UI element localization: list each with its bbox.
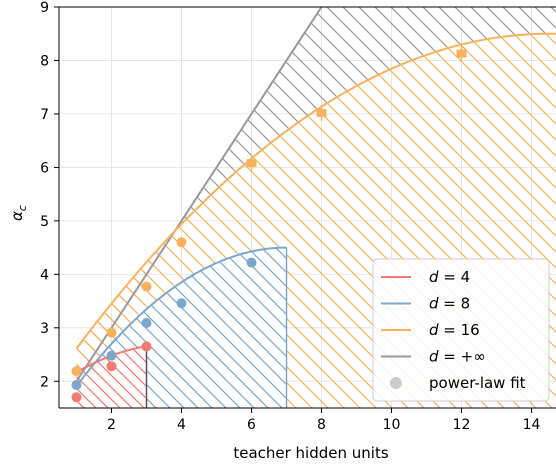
x-axis-label: teacher hidden units (233, 444, 389, 462)
x-tick-label: 2 (107, 417, 116, 433)
y-tick-label: 5 (40, 214, 49, 230)
legend-label: d = 4 (429, 268, 470, 286)
legend-label: power-law fit (429, 374, 526, 392)
y-tick-label: 7 (40, 107, 49, 123)
y-tick-label: 8 (40, 53, 49, 69)
y-tick-label: 4 (40, 267, 49, 283)
data-point (247, 159, 257, 167)
legend-swatch (390, 377, 402, 389)
y-tick-label: 3 (40, 321, 49, 337)
x-tick-label: 10 (383, 417, 401, 433)
data-point (317, 109, 327, 117)
data-point (177, 237, 187, 247)
data-point (142, 282, 152, 292)
legend-label: d = 8 (429, 295, 470, 313)
data-point (247, 258, 257, 268)
x-tick-label: 4 (177, 417, 186, 433)
x-tick-label: 8 (317, 417, 326, 433)
y-tick-label: 9 (40, 0, 49, 16)
data-point (107, 328, 117, 338)
y-axis-label: αc (8, 205, 29, 221)
data-point (107, 361, 117, 371)
y-axis-label-sub: c (16, 205, 29, 211)
legend: d = 4 d = 8 d = 16 d = +∞ power-law fit (373, 259, 549, 401)
data-point (72, 366, 82, 376)
x-tick-label: 12 (453, 417, 471, 433)
x-tick-label: 6 (247, 417, 256, 433)
data-point (142, 318, 152, 328)
data-point (107, 351, 117, 361)
data-point (142, 342, 152, 352)
x-tick-label: 14 (523, 417, 541, 433)
legend-label: d = +∞ (429, 348, 486, 366)
data-point (72, 380, 82, 390)
y-axis-label-main: α (8, 211, 26, 221)
y-tick-label: 6 (40, 160, 49, 176)
legend-label: d = 16 (429, 321, 480, 339)
data-point (72, 392, 82, 402)
data-point (177, 298, 187, 308)
data-point (457, 50, 467, 58)
y-tick-label: 2 (40, 374, 49, 390)
